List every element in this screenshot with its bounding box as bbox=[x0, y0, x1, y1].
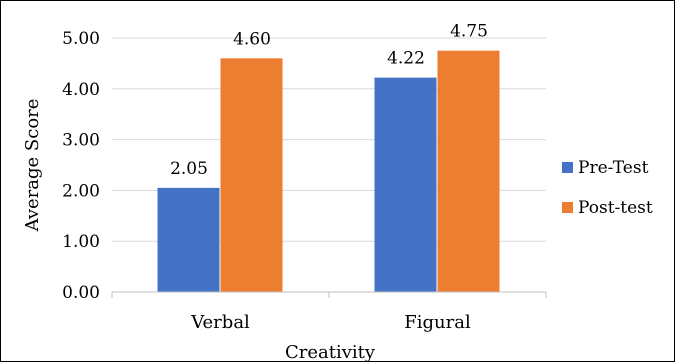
bar-pre-test-verbal bbox=[157, 187, 220, 292]
x-category-label: Figural bbox=[404, 312, 471, 333]
y-tick-label: 5.00 bbox=[62, 29, 100, 49]
bar-pre-test-figural bbox=[374, 77, 437, 293]
y-tick-label: 3.00 bbox=[62, 131, 100, 151]
data-label: 4.75 bbox=[450, 22, 488, 42]
data-label: 4.60 bbox=[233, 29, 271, 49]
y-tick-label: 4.00 bbox=[62, 80, 100, 100]
y-tick-labels: 0.00 1.00 2.00 3.00 4.00 5.00 bbox=[62, 29, 100, 303]
x-category-label: Verbal bbox=[190, 312, 250, 333]
bar-post-test-figural bbox=[437, 50, 500, 293]
data-label: 4.22 bbox=[387, 49, 425, 69]
y-tick-label: 0.00 bbox=[62, 283, 100, 303]
data-labels: 2.05 4.60 4.22 4.75 bbox=[170, 22, 488, 179]
y-tick-label: 2.00 bbox=[62, 181, 100, 201]
bar-post-test-verbal bbox=[220, 58, 283, 292]
y-axis-title: Average Score bbox=[22, 99, 43, 233]
bars bbox=[157, 50, 500, 293]
legend-label: Pre-Test bbox=[578, 158, 649, 178]
legend: Pre-Test Post-test bbox=[562, 158, 653, 218]
legend-swatch bbox=[562, 162, 573, 173]
axes bbox=[111, 291, 547, 298]
x-category-labels: Verbal Figural bbox=[190, 312, 471, 333]
data-label: 2.05 bbox=[170, 159, 208, 179]
x-axis-title: Creativity bbox=[285, 342, 376, 363]
y-tick-label: 1.00 bbox=[62, 232, 100, 252]
legend-swatch bbox=[562, 202, 573, 213]
legend-label: Post-test bbox=[578, 198, 653, 218]
